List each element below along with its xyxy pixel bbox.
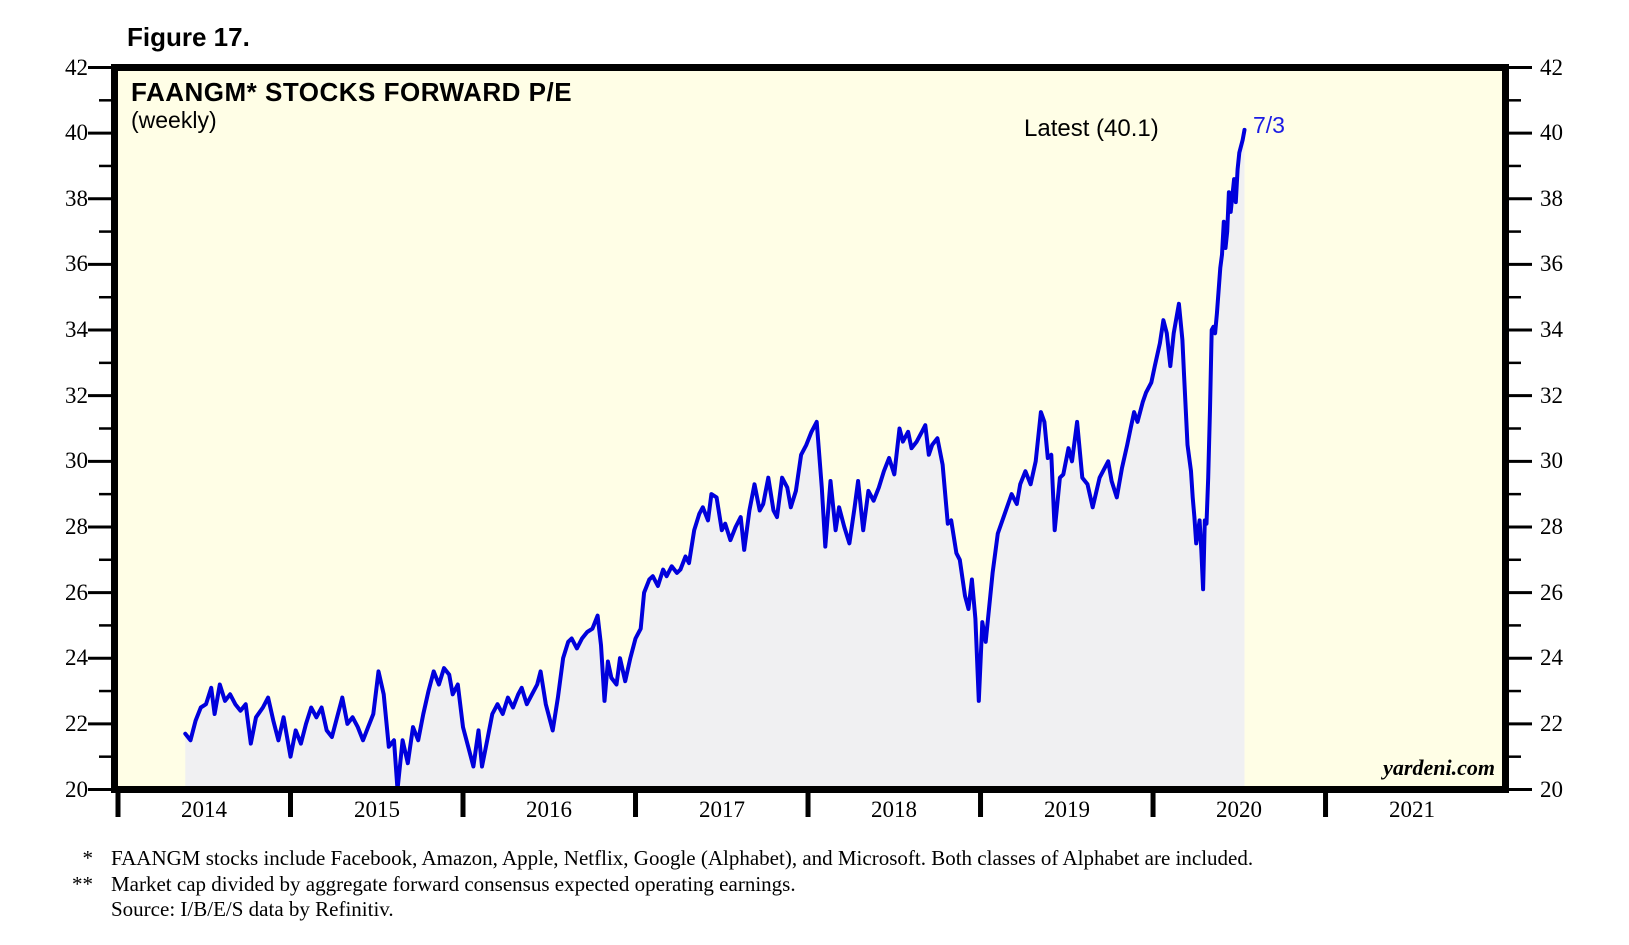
- figure-number-label: Figure 17.: [127, 22, 250, 52]
- y-axis-tick-label-left: 20: [65, 777, 88, 802]
- y-axis-tick-label-right: 26: [1540, 580, 1563, 605]
- y-axis-tick-label-right: 32: [1540, 383, 1563, 408]
- footnote-marker: **: [72, 871, 93, 896]
- x-axis-year-label: 2014: [181, 797, 227, 822]
- pe-line-series: [183, 127, 1247, 786]
- y-axis-tick-label-left: 30: [65, 448, 88, 473]
- y-axis-tick-label-right: 22: [1540, 711, 1563, 736]
- y-axis-tick-label-right: 30: [1540, 448, 1563, 473]
- footnote-marker: [60, 897, 93, 923]
- y-axis-tick-label-right: 36: [1540, 251, 1563, 276]
- y-axis-tick-label-left: 32: [65, 383, 88, 408]
- yardeni-watermark: yardeni.com: [1383, 755, 1495, 780]
- y-axis-tick-label-right: 38: [1540, 186, 1563, 211]
- y-axis-tick-label-left: 28: [65, 514, 88, 539]
- x-axis-year-label: 2020: [1216, 797, 1262, 822]
- latest-date-label: 7/3: [1253, 112, 1285, 138]
- y-axis-tick-label-left: 22: [65, 711, 88, 736]
- chart-subtitle: (weekly): [131, 107, 217, 133]
- latest-value-annotation: Latest (40.1): [1024, 115, 1159, 142]
- y-axis-tick-label-left: 26: [65, 580, 88, 605]
- x-axis-year-label: 2019: [1044, 797, 1090, 822]
- x-axis-year-label: 2017: [699, 797, 745, 822]
- y-axis-tick-label-right: 42: [1540, 55, 1563, 80]
- footnote-row: ** Market cap divided by aggregate forwa…: [60, 872, 1253, 898]
- y-axis-tick-label-right: 40: [1540, 120, 1563, 145]
- x-axis-year-label: 2018: [871, 797, 917, 822]
- footnotes: * FAANGM stocks include Facebook, Amazon…: [60, 846, 1253, 923]
- x-axis-year-label: 2015: [354, 797, 400, 822]
- pe-area-fill: [185, 129, 1245, 786]
- footnote-row: Source: I/B/E/S data by Refinitiv.: [60, 897, 1253, 923]
- y-axis-tick-label-left: 42: [65, 55, 88, 80]
- footnote-text: Market cap divided by aggregate forward …: [111, 871, 796, 896]
- footnote-text: FAANGM stocks include Facebook, Amazon, …: [111, 846, 1254, 870]
- y-axis-tick-label-left: 40: [65, 120, 88, 145]
- x-axis-year-label: 2016: [526, 797, 572, 822]
- y-axis-tick-label-right: 28: [1540, 514, 1563, 539]
- y-axis-tick-label-left: 24: [65, 645, 88, 670]
- chart-title: FAANGM* STOCKS FORWARD P/E: [131, 77, 573, 107]
- y-axis-tick-label-left: 36: [65, 251, 88, 276]
- x-axis-year-label: 2021: [1389, 797, 1435, 822]
- footnote-marker: *: [82, 846, 94, 870]
- y-axis-tick-label-left: 34: [65, 317, 88, 342]
- footnote-row: * FAANGM stocks include Facebook, Amazon…: [60, 846, 1254, 872]
- y-axis-tick-label-right: 34: [1540, 317, 1563, 342]
- y-axis-tick-label-right: 24: [1540, 645, 1563, 670]
- y-axis-tick-label-left: 38: [65, 186, 88, 211]
- footnote-text: Source: I/B/E/S data by Refinitiv.: [111, 897, 394, 921]
- y-axis-tick-label-right: 20: [1540, 777, 1563, 802]
